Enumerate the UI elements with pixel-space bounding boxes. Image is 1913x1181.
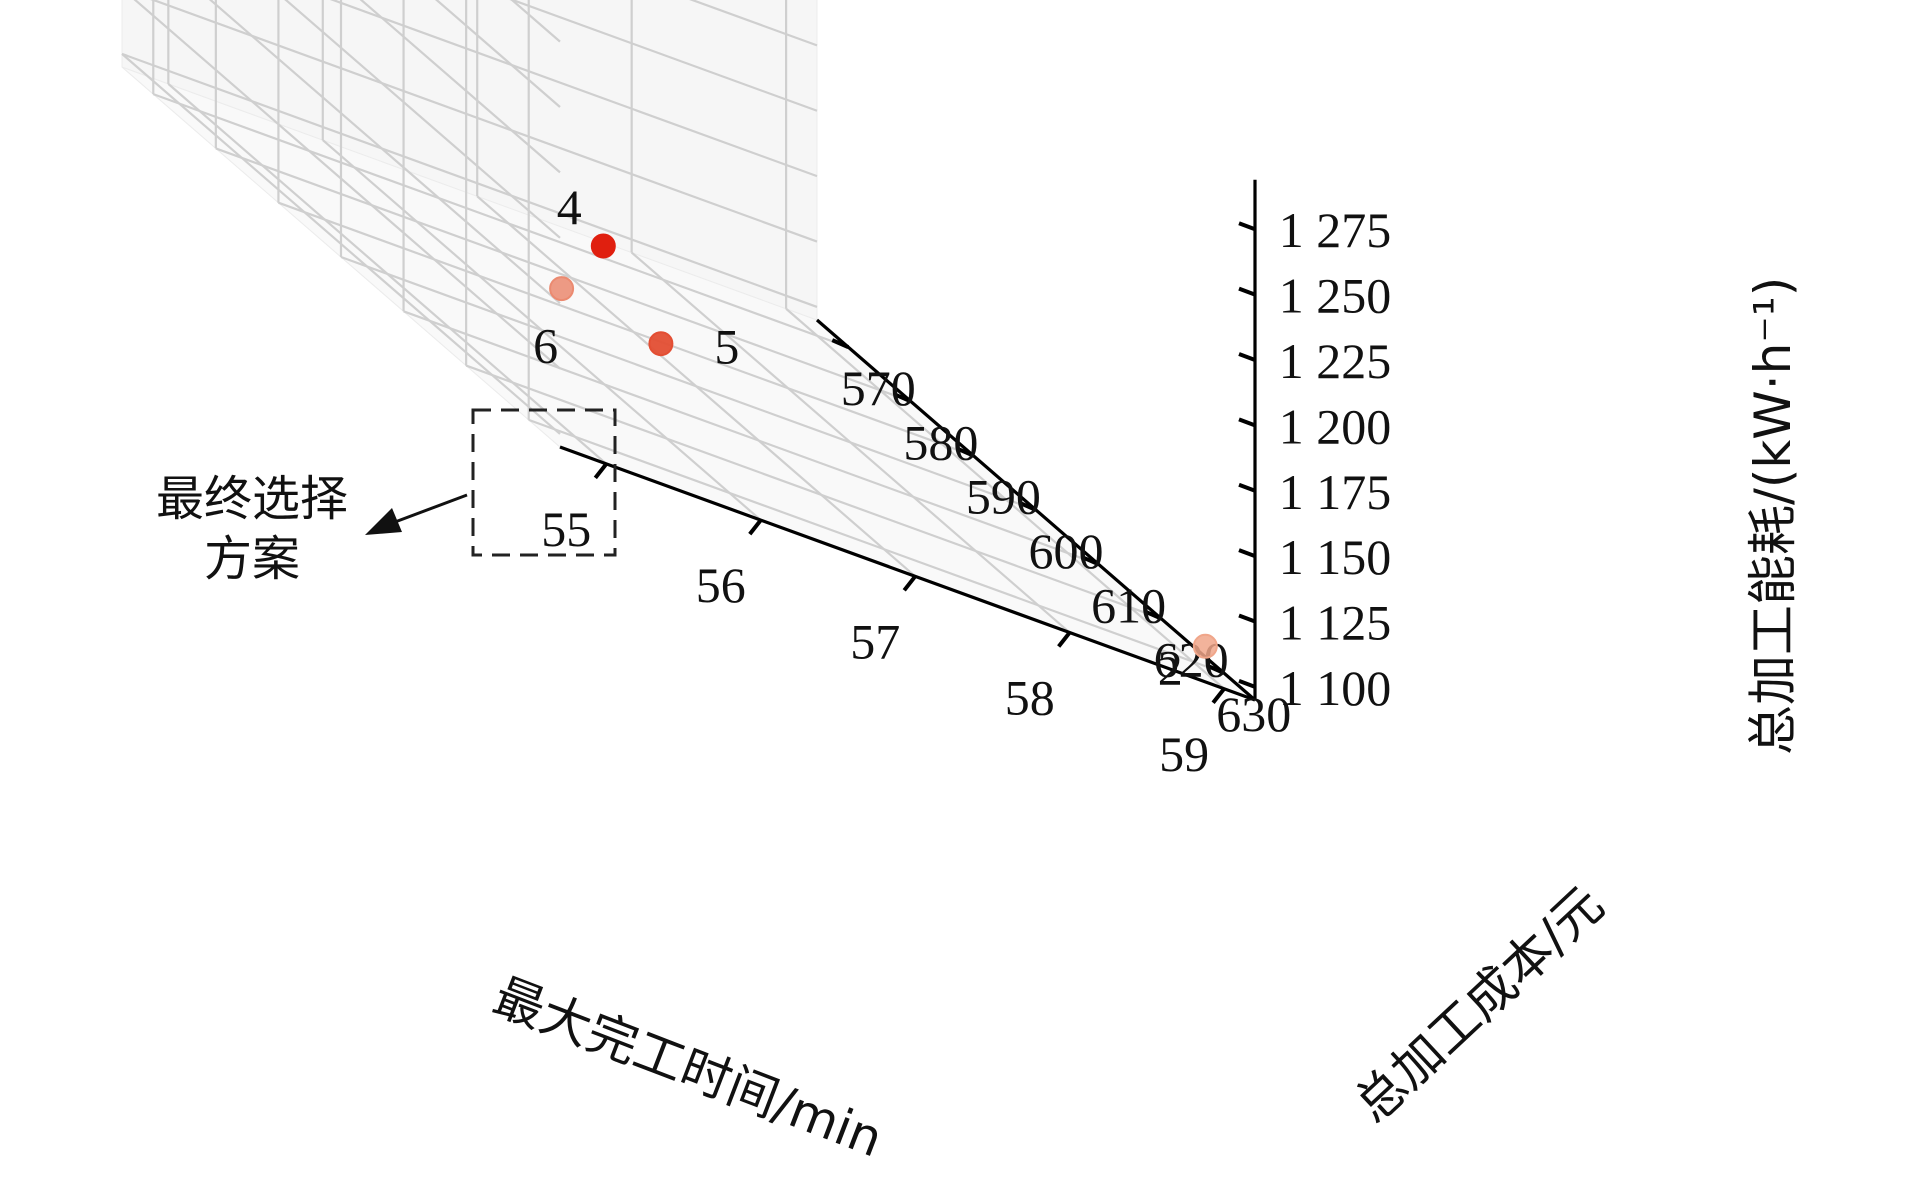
z-tick <box>1238 482 1256 493</box>
z-tick-label: 1 275 <box>1279 202 1392 258</box>
z-tick <box>1238 548 1256 559</box>
z-tick-label: 1 175 <box>1279 464 1392 520</box>
z-tick <box>1238 613 1256 624</box>
point-label-6: 6 <box>533 318 558 374</box>
z-tick <box>1238 221 1256 232</box>
x-tick <box>593 462 608 480</box>
z-tick-label: 1 150 <box>1279 529 1392 585</box>
selection-annotation: 最终选择 方案 <box>156 408 617 587</box>
point-label-5: 5 <box>714 319 739 375</box>
grid-line-y <box>465 364 1162 620</box>
y-tick-label: 600 <box>1029 523 1104 579</box>
y-tick <box>1081 555 1100 567</box>
grid-line-z <box>121 53 561 435</box>
grid-line-z <box>208 0 561 304</box>
x-tick-label: 59 <box>1159 726 1209 782</box>
z-tick <box>1238 352 1256 362</box>
z-tick <box>1238 286 1256 297</box>
annotation-arrow <box>394 493 468 524</box>
x-tick <box>1211 687 1226 704</box>
grid-line-y <box>152 93 849 349</box>
y-tick-label: 570 <box>841 360 916 416</box>
grid-line-z <box>133 0 561 370</box>
grid-line-z <box>509 0 818 112</box>
annotation-line-1: 最终选择 <box>156 471 348 527</box>
grid-line-y <box>340 255 1037 512</box>
z-tick <box>1238 679 1256 689</box>
grid-line-z <box>284 0 561 239</box>
data-point-6 <box>549 276 575 302</box>
grid-line-y <box>528 418 1225 674</box>
data-point-2 <box>1192 633 1218 659</box>
arrow-head-icon <box>365 508 402 535</box>
data-point-5 <box>648 331 674 357</box>
grid-lines <box>121 0 1225 690</box>
grid-line-z <box>150 0 818 243</box>
grid-line-z <box>121 52 818 308</box>
grid-line-z <box>359 0 561 174</box>
z-tick-label: 1 225 <box>1279 333 1392 389</box>
grid-line-y <box>278 201 974 457</box>
x-tick-label: 56 <box>696 557 746 613</box>
grid-line-z <box>329 0 818 178</box>
z-axis-title: 总加工能耗/(kW·h⁻¹) <box>1744 277 1802 755</box>
x-tick <box>1057 631 1072 648</box>
x-axis-line <box>559 445 1256 702</box>
point-label-4: 4 <box>557 179 582 235</box>
annotation-line-2: 方案 <box>204 531 300 587</box>
x-tick <box>748 518 763 536</box>
point-label-2: 2 <box>1158 639 1183 695</box>
y-tick <box>1144 609 1162 621</box>
y-tick <box>1019 501 1037 512</box>
x-tick-label: 55 <box>541 501 591 557</box>
z-tick-label: 1 200 <box>1279 398 1392 454</box>
x-tick <box>902 575 917 592</box>
z-tick <box>1238 417 1256 428</box>
y-tick-label: 590 <box>966 469 1041 525</box>
y-tick <box>894 392 912 404</box>
z-tick-label: 1 100 <box>1279 660 1392 716</box>
data-point-4 <box>590 233 616 259</box>
y-tick <box>956 446 975 458</box>
y-tick <box>831 338 850 349</box>
z-tick-label: 1 250 <box>1279 268 1392 324</box>
x-tick-label: 57 <box>850 613 900 669</box>
y-axis-title: 总加工成本/元 <box>1344 875 1615 1134</box>
x-axis-title: 最大完工时间/min <box>486 967 891 1168</box>
y-tick-label: 630 <box>1216 686 1291 742</box>
grid-line-z <box>434 0 561 108</box>
data-points: 123456 <box>533 179 1218 695</box>
y-tick <box>1206 664 1225 675</box>
grid-line-z <box>689 0 818 47</box>
selection-box <box>471 408 617 557</box>
y-tick-label: 580 <box>903 414 978 470</box>
grid-line-y <box>215 147 912 403</box>
x-tick-label: 58 <box>1005 670 1055 726</box>
z-tick-label: 1 125 <box>1279 595 1392 651</box>
y-tick-label: 610 <box>1091 577 1166 633</box>
grid-line-y <box>403 310 1099 566</box>
axes <box>559 179 1257 704</box>
